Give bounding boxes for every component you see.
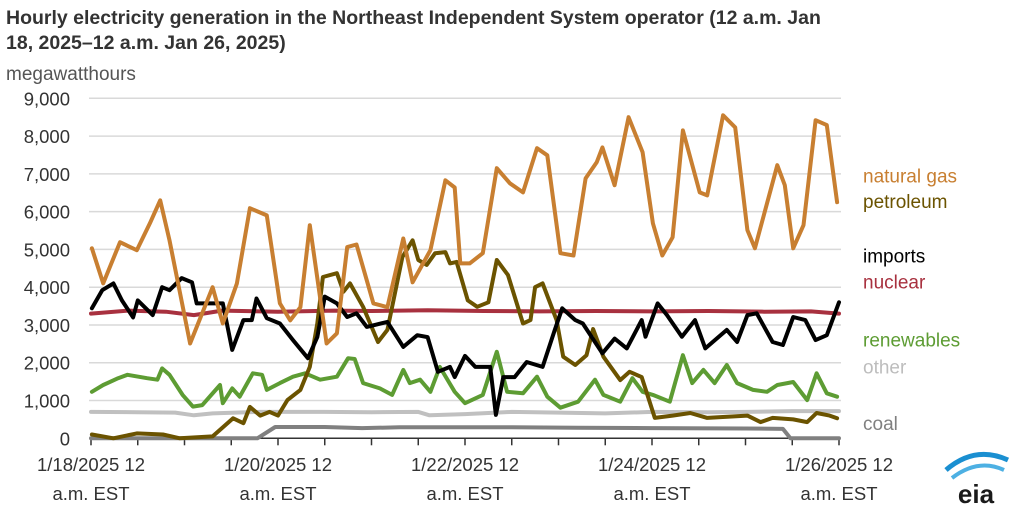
y-tick-label: 3,000 xyxy=(24,315,70,336)
series-line-imports xyxy=(89,276,841,417)
y-tick-labels: 0 1,000 2,000 3,000 4,000 5,000 6,000 7,000 8,00… xyxy=(24,88,70,449)
x-tick-label: a.m. EST xyxy=(800,483,877,504)
x-tick-label: a.m. EST xyxy=(426,483,503,504)
x-tick-label: 1/24/2025 12 xyxy=(598,454,706,475)
x-tick-label: 1/26/2025 12 xyxy=(785,454,893,475)
y-tick-label: 5,000 xyxy=(24,239,70,260)
x-tick-label: 1/18/2025 12 xyxy=(37,454,145,475)
series-label-renewables: renewables xyxy=(863,330,960,351)
y-tick-label: 9,000 xyxy=(24,88,70,109)
y-tick-label: 4,000 xyxy=(24,277,70,298)
eia-logo-arc-icon xyxy=(944,451,1010,472)
x-tick-label: 1/20/2025 12 xyxy=(224,454,332,475)
y-tick-label: 6,000 xyxy=(24,202,70,223)
y-tick-label: 7,000 xyxy=(24,164,70,185)
x-tick-label: 1/22/2025 12 xyxy=(411,454,519,475)
eia-logo: eia xyxy=(944,451,1010,509)
series-label-other: other xyxy=(863,358,907,379)
eia-logo-text: eia xyxy=(958,479,995,509)
eia-logo-arc-icon xyxy=(950,463,1005,480)
series-label-nuclear: nuclear xyxy=(863,273,926,294)
y-tick-label: 8,000 xyxy=(24,126,70,147)
x-tick-label: a.m. EST xyxy=(613,483,690,504)
y-tick-label: 0 xyxy=(60,428,70,449)
series-line-renewables xyxy=(89,349,840,410)
y-axis-label: megawatthours xyxy=(6,64,136,85)
series-line-natural-gas xyxy=(89,113,840,346)
x-tick-label: a.m. EST xyxy=(239,483,316,504)
series-label-coal: coal xyxy=(863,414,898,435)
y-tick-label: 2,000 xyxy=(24,353,70,374)
y-tick-label: 1,000 xyxy=(24,391,70,412)
series-labels: natural gas petroleum imports nuclear renewa… xyxy=(863,167,960,435)
x-tick-label: a.m. EST xyxy=(52,483,129,504)
series-line-other xyxy=(89,409,841,418)
series-lines xyxy=(89,113,841,441)
series-label-imports: imports xyxy=(863,246,925,267)
series-label-natural-gas: natural gas xyxy=(863,167,957,188)
series-label-petroleum: petroleum xyxy=(863,192,948,213)
x-axis: 1/18/2025 12 a.m. EST 1/20/2025 12 a.m. EST… xyxy=(37,437,893,504)
chart-title-line-1: Hourly electricity generation in the Nor… xyxy=(6,7,821,29)
series-line-coal xyxy=(89,425,841,441)
series-line-petroleum xyxy=(89,238,840,441)
chart-title-line-2: 18, 2025–12 a.m. Jan 26, 2025) xyxy=(6,32,286,54)
